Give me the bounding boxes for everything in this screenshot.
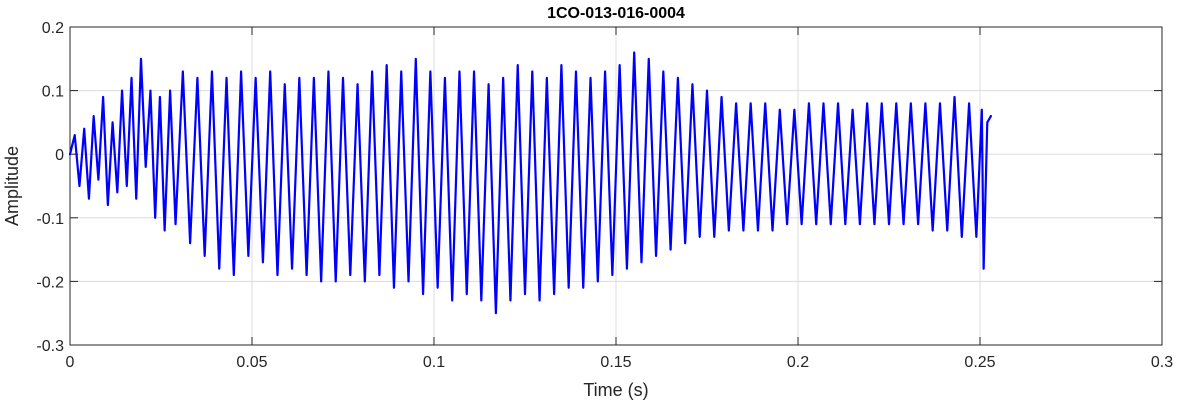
x-tick-label: 0.2 [787,354,809,371]
series-layer [68,51,993,315]
tick-marks [69,26,1163,346]
x-tick-label: 0.15 [600,354,631,371]
x-tick-label: 0.25 [964,354,995,371]
x-tick-label: 0.3 [1151,354,1173,371]
y-tick-labels: -0.3 -0.2 -0.1 0 0.1 0.2 [36,20,64,355]
x-tick-label: 0.05 [236,354,267,371]
x-tick-labels: 0 0.05 0.1 0.15 0.2 0.25 0.3 [66,354,1174,371]
chart-title: 1CO-013-016-0004 [547,5,685,22]
y-tick-label: 0.1 [42,84,64,101]
x-tick-label: 0 [66,354,75,371]
x-axis-label: Time (s) [583,380,648,400]
y-tick-label: 0.2 [42,20,64,37]
y-tick-label: -0.1 [36,211,64,228]
series-line-amplitude [68,51,993,315]
y-tick-label: -0.3 [36,338,64,355]
x-tick-label: 0.1 [423,354,445,371]
y-tick-label: -0.2 [36,274,64,291]
y-tick-label: 0 [55,147,64,164]
y-axis-label: Amplitude [2,146,22,226]
